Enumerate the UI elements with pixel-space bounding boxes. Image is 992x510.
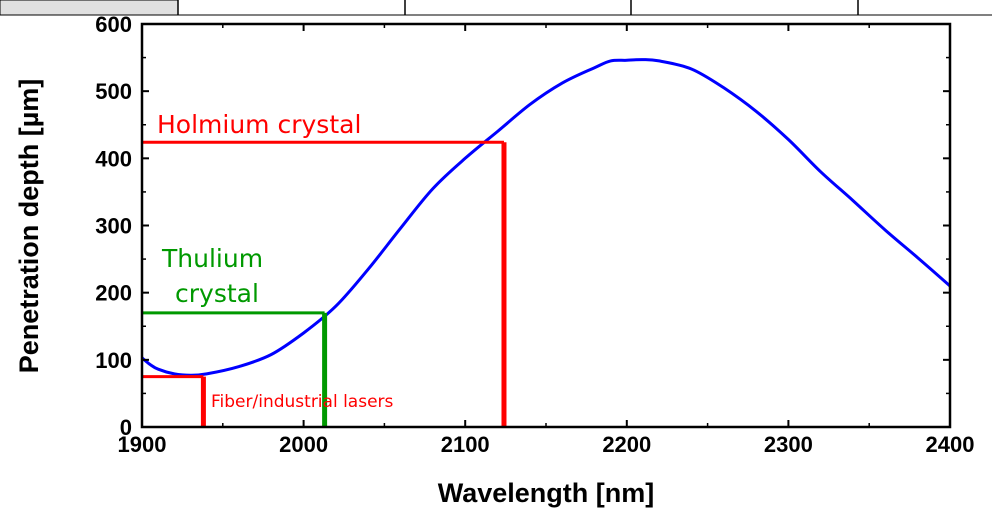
y-tick-label: 100 (95, 348, 132, 373)
thulium-label-line1: Thulium (161, 244, 263, 273)
x-tick-label: 2300 (764, 432, 813, 457)
plot-frame (140, 22, 952, 429)
x-tick-label: 2100 (441, 432, 490, 457)
plot-layer (141, 58, 951, 377)
header-cell-shaded (0, 0, 179, 16)
x-tick-label: 1900 (118, 432, 167, 457)
y-tick-label: 500 (95, 79, 132, 104)
axis-ticks: 1900 2000 2100 2200 2300 2400 0 100 200 300 400 500… (95, 12, 974, 457)
y-axis-title: Penetration depth [µm] (14, 79, 44, 374)
header-strip (0, 0, 992, 16)
x-tick-label: 2200 (602, 432, 651, 457)
holmium-label: Holmium crystal (157, 110, 361, 139)
thulium-label-line2: crystal (175, 279, 259, 308)
y-tick-label: 300 (95, 214, 132, 239)
annotation-layer (142, 140, 507, 427)
absorption-curve (141, 58, 951, 377)
x-axis-title: Wavelength [nm] (438, 478, 655, 508)
y-tick-label: 200 (95, 281, 132, 306)
x-tick-label: 2400 (926, 432, 975, 457)
x-tick-label: 2000 (279, 432, 328, 457)
y-tick-label: 600 (95, 12, 132, 37)
fiber-label: Fiber/industrial lasers (211, 392, 394, 412)
y-tick-label: 400 (95, 146, 132, 171)
y-tick-label: 0 (120, 415, 132, 440)
